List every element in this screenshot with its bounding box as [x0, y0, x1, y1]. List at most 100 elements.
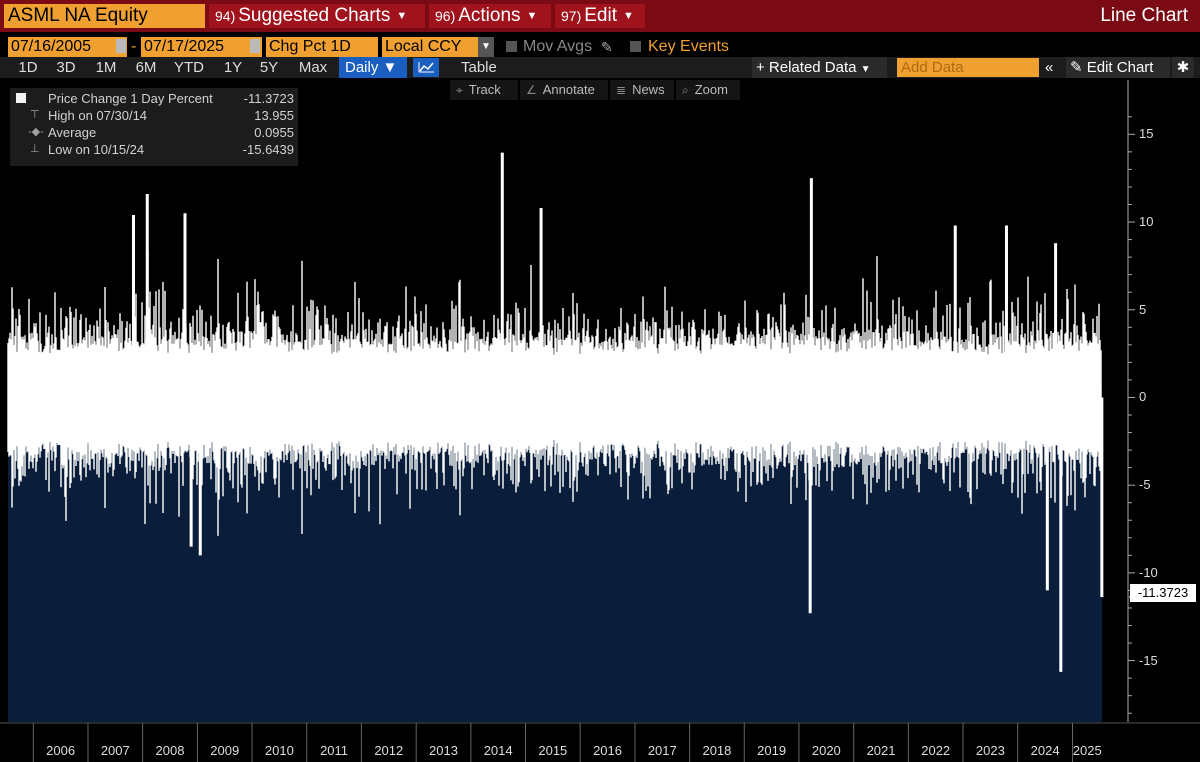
y-tick-label: 0 — [1139, 389, 1147, 405]
chart-type-label: Line Chart — [1100, 5, 1188, 26]
x-tick-label: 2011 — [320, 743, 349, 758]
x-tick-label: 2018 — [702, 743, 732, 758]
news-tool[interactable]: ≣ News — [610, 80, 674, 100]
x-tick-label: 2016 — [593, 743, 622, 758]
period-3d[interactable]: 3D — [56, 59, 76, 76]
last-value-label: -11.3723 — [1130, 584, 1196, 602]
edit-label: Edit — [584, 5, 617, 26]
caret-down-icon: ▼ — [622, 10, 634, 22]
edit-chart-button[interactable]: ✎ Edit Chart — [1066, 57, 1170, 78]
frequency-select[interactable]: Daily ▼ — [339, 57, 407, 78]
legend-high-label: High on 07/30/14 — [48, 108, 148, 123]
legend-average-label: Average — [48, 125, 97, 140]
end-date-input[interactable]: 07/17/2025 — [141, 37, 262, 57]
date-separator: - — [131, 38, 137, 55]
ticker-field[interactable]: ASML NA Equity — [4, 4, 205, 28]
field-select[interactable]: Chg Pct 1D — [266, 37, 378, 57]
y-tick-label: -15 — [1139, 652, 1158, 668]
news-label: News — [632, 82, 665, 97]
y-tick-label: -10 — [1139, 564, 1158, 580]
mov-avgs-label: Mov Avgs — [523, 38, 593, 55]
track-label: Track — [468, 82, 501, 97]
key-events-checkbox[interactable] — [630, 41, 641, 52]
legend: Price Change 1 Day Percent -11.3723 ⊤ Hi… — [10, 88, 298, 166]
y-tick-label: 5 — [1139, 301, 1147, 317]
gear-icon[interactable]: ✱ — [1172, 57, 1194, 78]
start-date-input[interactable]: 07/16/2005 — [8, 37, 127, 57]
x-tick-label: 2006 — [46, 743, 76, 758]
legend-series-label: Price Change 1 Day Percent — [48, 91, 213, 106]
line-chart-icon-svg — [418, 62, 434, 73]
series-spikes — [7, 152, 1104, 672]
pencil-icon: ✎ — [1070, 59, 1083, 76]
add-data-input[interactable]: Add Data — [897, 58, 1039, 77]
x-tick-label: 2010 — [264, 743, 294, 758]
actions-label: Actions — [458, 5, 521, 26]
calendar-icon[interactable] — [250, 39, 260, 53]
x-tick-label: 2008 — [155, 743, 185, 758]
menu-number: 97) — [561, 8, 582, 24]
collapse-icon[interactable]: « — [1045, 59, 1054, 76]
x-tick-label: 2013 — [429, 743, 458, 758]
legend-series-value: -11.3723 — [243, 91, 294, 106]
zoom-icon: ⌕ — [682, 83, 689, 97]
frequency-label: Daily — [345, 59, 379, 76]
dropdown-arrow-icon[interactable]: ▼ — [478, 37, 494, 57]
table-tab[interactable]: Table — [461, 59, 497, 76]
x-tick-label: 2012 — [374, 743, 404, 758]
menu-number: 96) — [435, 8, 456, 24]
x-tick-label: 2015 — [538, 743, 568, 758]
caret-down-icon: ▼ — [526, 10, 538, 22]
average-marker-icon: -◆- — [28, 126, 44, 138]
news-icon: ≣ — [616, 83, 627, 97]
track-tool[interactable]: ⌖ Track — [450, 80, 518, 100]
related-data-button[interactable]: + Related Data ▼ — [752, 57, 887, 78]
actions-button[interactable]: 96) Actions ▼ — [429, 4, 551, 28]
menu-number: 94) — [215, 8, 236, 24]
x-tick-label: 2019 — [757, 743, 787, 758]
caret-down-icon: ▼ — [860, 64, 871, 75]
high-marker-icon: ⊤ — [30, 109, 40, 121]
period-1m[interactable]: 1M — [95, 59, 117, 76]
series-swatch — [16, 93, 26, 103]
key-events-label: Key Events — [648, 38, 729, 55]
period-5y[interactable]: 5Y — [259, 59, 279, 76]
caret-down-icon: ▼ — [382, 59, 398, 76]
legend-low-label: Low on 10/15/24 — [48, 142, 145, 157]
mov-avgs-checkbox[interactable] — [506, 41, 517, 52]
edit-button[interactable]: 97) Edit ▼ — [555, 4, 645, 28]
suggested-charts-button[interactable]: 94) Suggested Charts ▼ — [209, 4, 425, 28]
period-ytd[interactable]: YTD — [174, 59, 204, 76]
currency-select[interactable]: Local CCY — [382, 37, 478, 57]
x-tick-label: 2009 — [210, 743, 240, 758]
caret-down-icon: ▼ — [396, 10, 408, 22]
legend-low-value: -15.6439 — [242, 142, 294, 157]
edit-chart-label: Edit Chart — [1086, 59, 1154, 76]
annotate-icon: ∠ — [526, 83, 537, 97]
calendar-icon[interactable] — [116, 39, 126, 53]
crosshair-icon: ⌖ — [456, 83, 463, 97]
period-1d[interactable]: 1D — [18, 59, 38, 76]
line-chart-icon[interactable] — [413, 58, 439, 77]
x-tick-label: 2007 — [100, 743, 130, 758]
x-tick-label: 2024 — [1030, 743, 1060, 758]
y-tick-label: 10 — [1139, 214, 1154, 230]
x-tick-label: 2023 — [975, 743, 1005, 758]
period-6m[interactable]: 6M — [135, 59, 157, 76]
x-tick-label: 2022 — [921, 743, 951, 758]
x-tick-label: 2017 — [647, 743, 677, 758]
zoom-tool[interactable]: ⌕ Zoom — [676, 80, 740, 100]
y-tick-label: 15 — [1139, 126, 1154, 142]
related-data-label: + Related Data — [756, 59, 857, 76]
pencil-icon[interactable]: ✎ — [601, 39, 613, 55]
x-tick-label: 2021 — [866, 743, 896, 758]
zoom-label: Zoom — [694, 82, 728, 97]
period-1y[interactable]: 1Y — [223, 59, 243, 76]
period-max[interactable]: Max — [298, 59, 328, 76]
low-marker-icon: ⊥ — [30, 143, 40, 155]
annotate-label: Annotate — [542, 82, 595, 97]
x-tick-label: 2014 — [483, 743, 513, 758]
annotate-tool[interactable]: ∠ Annotate — [520, 80, 608, 100]
y-tick-label: -5 — [1139, 477, 1151, 493]
